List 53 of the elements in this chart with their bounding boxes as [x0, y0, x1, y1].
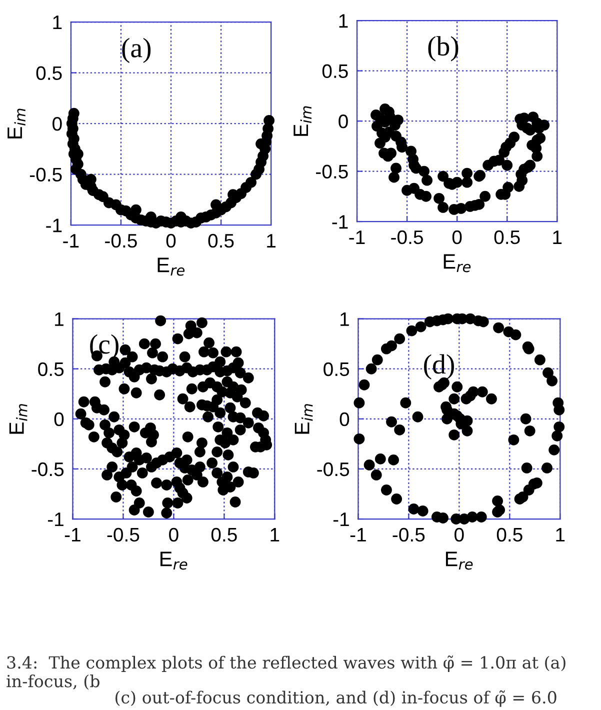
x-tick-label: -1 [349, 230, 365, 244]
x-tick-label: 0 [454, 528, 464, 542]
x-tick-label: 0.5 [496, 528, 522, 542]
y-axis-title: E$_{im}$ [294, 404, 313, 434]
x-tick-label: -0.5 [107, 528, 140, 542]
y-tick-label: -1 [48, 512, 64, 526]
y-tick-label: -0.5 [316, 164, 348, 179]
x-tick-label: -1 [63, 234, 79, 248]
y-tick-label: -0.5 [32, 462, 64, 476]
annotation: (a) [122, 38, 151, 64]
x-tick-label: 1 [556, 528, 565, 542]
y-tick-label: -1 [333, 512, 349, 526]
y-tick-label: -0.5 [30, 168, 62, 182]
y-tick-label: 1 [340, 312, 349, 326]
x-axis-title: E$_{re}$ [446, 552, 473, 570]
x-tick-label: 0 [169, 528, 178, 542]
y-axis-title: E$_{im}$ [294, 106, 312, 136]
y-tick-label: 0 [54, 412, 64, 426]
x-tick-label: -0.5 [391, 230, 423, 244]
y-tick-label: 0.5 [322, 64, 348, 78]
x-tick-label: 1 [553, 230, 562, 244]
text: 3.4: The complex plots of the reflected waves with φ̃ = 1.0π at (a) in-focus, (b [6, 656, 566, 690]
annotation: (d) [424, 354, 454, 380]
annotation: (b) [428, 36, 458, 62]
y-tick-label: 0 [52, 117, 62, 131]
y-tick-label: 1 [55, 312, 64, 326]
x-tick-label: 1 [270, 528, 280, 542]
y-axis-title: E$_{im}$ [9, 404, 28, 434]
x-tick-label: -0.5 [105, 234, 137, 248]
x-tick-label: -0.5 [392, 528, 425, 542]
x-tick-label: 0 [452, 230, 462, 244]
y-tick-label: -1 [46, 218, 62, 232]
x-tick-label: 0.5 [211, 528, 237, 542]
text: (c) out-of-focus condition, and (d) in-focus of φ̃ = 6.0 [116, 690, 556, 707]
y-tick-label: -1 [332, 215, 348, 229]
x-tick-label: -1 [64, 528, 80, 542]
y-tick-label: 1 [339, 14, 348, 28]
x-axis-title: E$_{re}$ [160, 552, 188, 570]
x-tick-label: -1 [350, 528, 366, 542]
y-tick-label: 0 [338, 114, 348, 128]
x-axis-title: E$_{re}$ [444, 254, 471, 272]
y-axis-title: E$_{im}$ [8, 108, 26, 138]
y-tick-label: 0.5 [36, 66, 62, 80]
y-tick-label: 1 [53, 16, 62, 30]
y-tick-label: 0 [340, 412, 350, 426]
x-axis-title: E$_{re}$ [158, 258, 185, 276]
x-tick-label: 1 [267, 234, 276, 248]
y-tick-label: 0.5 [324, 362, 350, 376]
y-tick-label: -0.5 [317, 462, 350, 476]
y-tick-label: 0.5 [38, 362, 64, 376]
x-tick-label: 0.5 [494, 230, 520, 244]
x-tick-label: 0 [166, 234, 176, 248]
x-tick-label: 0.5 [208, 234, 234, 248]
